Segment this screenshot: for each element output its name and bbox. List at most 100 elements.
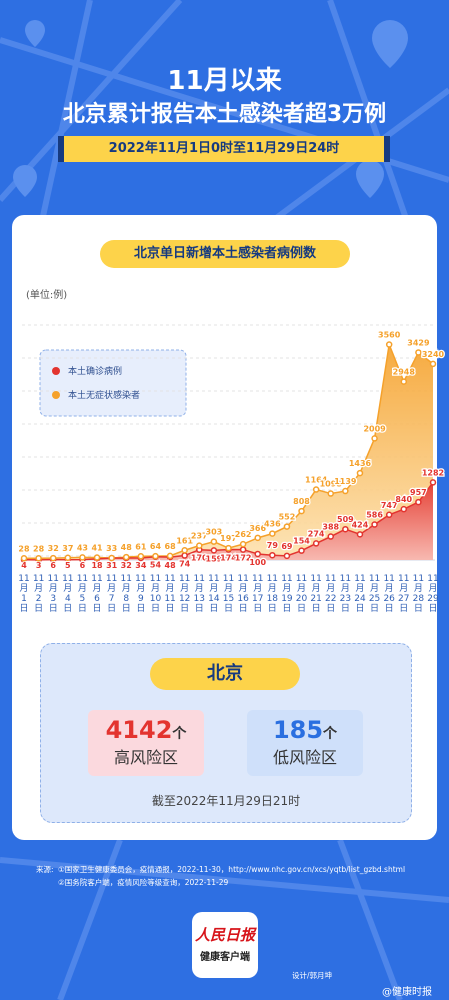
legend-swatch [52,367,60,375]
low-risk-unit: 个 [323,726,338,742]
point [181,552,188,559]
source: ②国务院客户端，疫情风险等级查询，2022-11-29 [58,878,229,887]
value-label: 61 [135,542,147,551]
legend-label: 本土无症状感染者 [68,389,140,401]
point [429,479,437,486]
value-label: 1164 [305,476,328,485]
value-label: 3240 [422,350,445,359]
value-label: 28 [18,544,30,553]
x-tick-label: 11月10日 [149,574,162,614]
point [327,533,334,540]
point [415,498,422,506]
x-tick-label: 11月25日 [368,574,381,614]
point [371,521,378,528]
point [400,378,408,385]
high-risk-value: 4142 [105,716,173,744]
value-label: 274 [308,529,325,538]
value-label: 64 [150,542,162,551]
x-tick-label: 11月1日 [18,574,30,614]
x-tick-label: 11月7日 [105,574,118,614]
x-tick-label: 11月6日 [91,574,103,614]
value-label: 197 [220,534,237,543]
value-label: 69 [281,542,293,551]
x-tick-label: 11月22日 [325,574,337,614]
point [210,547,218,554]
value-label: 154 [293,537,310,546]
x-tick-label: 11月14日 [208,574,220,614]
value-label: 388 [322,523,339,532]
value-label: 48 [121,543,133,552]
point [254,534,261,542]
point [327,490,334,497]
point [137,553,145,560]
point [342,487,349,495]
value-label: 161 [176,536,193,545]
value-label: 32 [48,544,59,553]
value-label: 79 [267,541,279,550]
x-tick-label: 11月21日 [310,574,322,614]
value-label: 303 [206,528,223,537]
high-risk-box: 4142个 高风险区 [88,710,204,776]
x-tick-label: 11月9日 [135,574,147,614]
value-label: 1139 [334,477,357,486]
x-tick-label: 11月24日 [354,574,366,614]
value-label: 4 [21,561,27,570]
point [210,538,218,545]
point [342,525,349,533]
low-risk-box: 185个 低风险区 [247,710,363,776]
value-label: 957 [410,488,427,497]
designer: 设计/郭月坤 [292,971,333,980]
as-of: 截至2022年11月29日21时 [151,794,301,808]
value-label: 262 [235,530,252,539]
point [283,552,291,560]
value-label: 41 [91,544,103,553]
value-label: 2009 [363,424,386,433]
x-tick-label: 11月27日 [398,574,410,614]
point [239,546,247,553]
value-label: 68 [165,542,177,551]
point [35,555,42,562]
point [298,507,305,515]
point [415,349,422,356]
x-tick-label: 11月17日 [251,574,264,614]
point [79,554,86,561]
point [385,341,393,348]
region: 北京 [150,658,300,690]
x-tick-label: 11月15日 [222,574,235,614]
x-tick-label: 11月18日 [266,574,279,614]
point [400,505,408,513]
point [123,553,130,561]
value-label: 552 [279,513,296,522]
x-tick-label: 11月4日 [62,574,74,614]
point [93,554,101,561]
value-label: 747 [381,501,398,510]
point [269,551,276,559]
point [254,550,261,558]
x-tick-label: 11月26日 [383,574,395,614]
x-tick-label: 11月13日 [193,574,205,614]
point [49,554,57,562]
logo: 人民日报 健康客户端 [192,912,258,978]
value-label: 6 [80,561,86,570]
value-label: 100 [249,558,266,567]
x-tick-label: 11月12日 [178,574,191,614]
value-label: 48 [165,561,177,570]
low-risk-value: 185 [272,716,324,744]
value-label: 509 [337,515,354,524]
value-label: 840 [395,495,412,504]
value-label: 366 [249,524,266,533]
value-label: 3560 [378,331,401,340]
high-risk-label: 高风险区 [113,748,178,767]
high-risk-unit: 个 [172,726,187,742]
area [24,482,433,560]
x-tick-label: 11月23日 [339,574,352,614]
value-label: 170 [191,554,208,563]
watermark: @健康时报 [382,987,432,998]
x-tick-label: 11月20日 [295,574,308,614]
point [181,547,188,554]
value-label: 159 [206,554,223,563]
point [108,554,115,562]
point [239,540,247,548]
value-label: 424 [352,520,369,529]
